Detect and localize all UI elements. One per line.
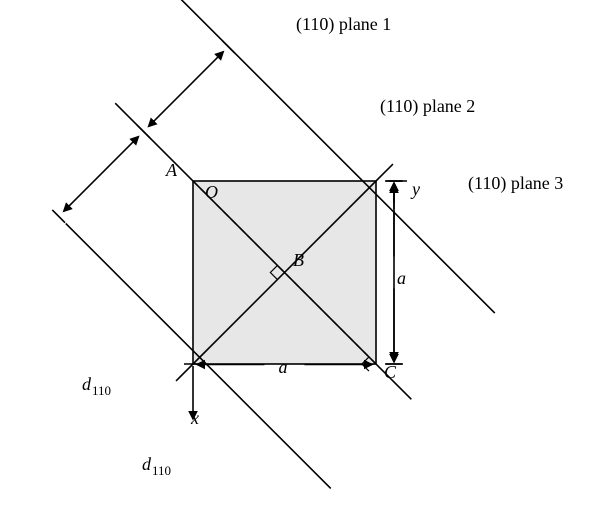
- label-x: x: [190, 408, 199, 428]
- label-A: A: [165, 160, 178, 180]
- svg-text:110: 110: [152, 463, 171, 478]
- dim-d110-upper: [149, 52, 224, 127]
- crystal-plane-diagram: (110) plane 1 (110) plane 2 (110) plane 3 A…: [0, 0, 591, 518]
- label-a-bottom: a: [279, 357, 288, 377]
- label-y: y: [410, 179, 420, 199]
- label-C: C: [384, 362, 397, 382]
- label-plane-1: (110) plane 1: [296, 14, 391, 35]
- label-d110-upper: d110: [82, 374, 111, 398]
- svg-text:110: 110: [92, 383, 111, 398]
- svg-text:d: d: [82, 374, 92, 394]
- dim-d110-lower: [64, 137, 139, 212]
- label-plane-2: (110) plane 2: [380, 96, 475, 117]
- label-d110-lower: d110: [142, 454, 171, 478]
- label-plane-3: (110) plane 3: [468, 173, 563, 194]
- svg-text:d: d: [142, 454, 152, 474]
- label-O: O: [205, 182, 218, 202]
- label-a-right: a: [397, 268, 406, 288]
- label-B: B: [293, 250, 304, 270]
